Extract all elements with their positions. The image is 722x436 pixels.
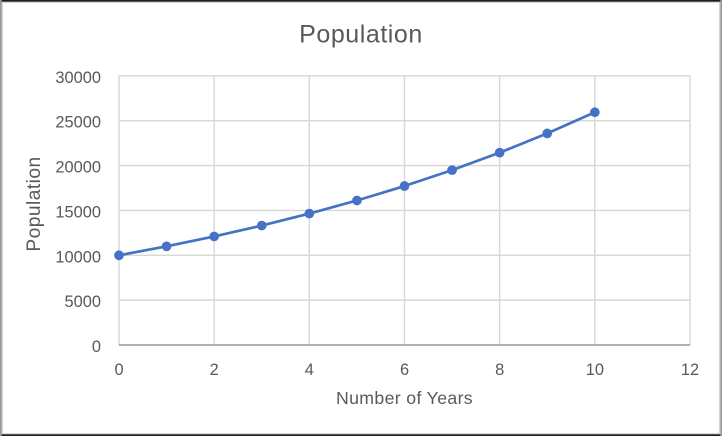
- svg-text:15000: 15000: [55, 203, 101, 221]
- svg-text:0: 0: [92, 338, 101, 356]
- svg-text:30000: 30000: [55, 69, 101, 87]
- svg-text:4: 4: [305, 361, 314, 379]
- svg-text:12: 12: [681, 361, 699, 379]
- svg-text:20000: 20000: [55, 159, 101, 177]
- svg-text:10: 10: [586, 361, 604, 379]
- svg-text:5000: 5000: [65, 293, 101, 311]
- svg-text:0: 0: [114, 361, 123, 379]
- svg-text:25000: 25000: [55, 114, 101, 132]
- svg-text:2: 2: [210, 361, 219, 379]
- svg-text:8: 8: [495, 361, 504, 379]
- svg-text:10000: 10000: [55, 248, 101, 266]
- svg-text:Population: Population: [299, 21, 423, 49]
- svg-text:Population: Population: [24, 156, 45, 251]
- svg-text:Number of Years: Number of Years: [336, 388, 473, 408]
- svg-text:6: 6: [400, 361, 409, 379]
